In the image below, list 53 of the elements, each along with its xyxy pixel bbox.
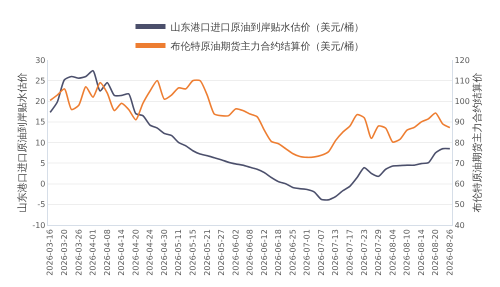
x-tick-label: 2026-08-14 xyxy=(416,229,426,276)
x-tick-label: 2026-06-25 xyxy=(288,229,298,276)
x-tick-label: 2026-05-11 xyxy=(174,229,184,276)
y2-tick-label: 60 xyxy=(454,180,465,189)
y-tick-label: 5 xyxy=(40,158,46,168)
y-tick-label: 25 xyxy=(35,76,46,86)
x-tick-label: 2026-08-04 xyxy=(388,229,398,276)
x-tick-label: 2026-07-17 xyxy=(346,229,355,276)
x-tick-label: 2026-07-23 xyxy=(360,229,369,276)
x-tick-label: 2026-04-01 xyxy=(88,229,98,276)
x-tick-label: 2026-04-24 xyxy=(146,229,155,276)
x-tick-label: 2026-03-20 xyxy=(60,229,70,276)
x-tick-label: 2026-06-02 xyxy=(231,229,240,276)
x-tick-label: 2026-08-10 xyxy=(402,229,412,276)
y2-tick-label: 90 xyxy=(454,118,465,127)
y2-tick-label: 120 xyxy=(454,56,470,65)
y-tick-label: 20 xyxy=(35,97,46,106)
y2-tick-label: 80 xyxy=(454,138,465,148)
x-tick-label: 2026-08-26 xyxy=(445,229,454,276)
y2-tick-label: 100 xyxy=(454,97,470,106)
x-tick-label: 2026-06-18 xyxy=(274,229,284,276)
x-tick-label: 2026-06-12 xyxy=(260,229,269,276)
x-tick-label: 2026-06-08 xyxy=(246,229,255,276)
line-series xyxy=(49,70,451,201)
y2-tick-label: 50 xyxy=(454,200,465,210)
y-axis-title: 山东港口进口原油到岸贴水估价 xyxy=(16,72,28,212)
legend-label: 布伦特原油期货主力合约结算价（美元/桶） xyxy=(170,40,364,52)
x-tick-label: 2026-05-21 xyxy=(202,229,212,276)
y-tick-label: -5 xyxy=(37,200,46,210)
x-tick-label: 2026-05-15 xyxy=(188,229,198,276)
x-tick-label: 2026-07-07 xyxy=(316,229,326,276)
line-series xyxy=(49,79,451,158)
x-tick-label: 2026-04-20 xyxy=(131,229,140,276)
y-tick-label: 10 xyxy=(35,138,46,148)
y-tick-label: -10 xyxy=(32,220,46,230)
y-tick-label: 0 xyxy=(40,180,46,189)
y2-axis-title: 布伦特原油期货主力合约结算价 xyxy=(471,72,484,212)
x-tick-label: 2026-07-01 xyxy=(302,229,312,276)
x-tick-label: 2026-07-13 xyxy=(331,229,340,276)
y2-tick-label: 70 xyxy=(454,158,465,168)
x-tick-label: 2026-03-26 xyxy=(74,229,84,276)
legend-label: 山东港口进口原油到岸贴水估价（美元/桶） xyxy=(170,21,364,34)
x-tick-label: 2026-05-27 xyxy=(217,229,226,276)
x-tick-label: 2026-08-20 xyxy=(431,229,440,276)
y-tick-label: 30 xyxy=(35,56,46,65)
x-tick-label: 2026-04-14 xyxy=(117,229,126,276)
x-tick-label: 2026-04-08 xyxy=(102,229,112,276)
y-tick-label: 15 xyxy=(35,118,46,127)
x-tick-label: 2026-03-16 xyxy=(46,229,55,276)
x-tick-label: 2026-07-29 xyxy=(374,229,384,276)
y2-tick-label: 40 xyxy=(454,220,465,230)
y2-tick-label: 110 xyxy=(454,76,470,86)
x-tick-label: 2026-04-30 xyxy=(160,229,169,276)
